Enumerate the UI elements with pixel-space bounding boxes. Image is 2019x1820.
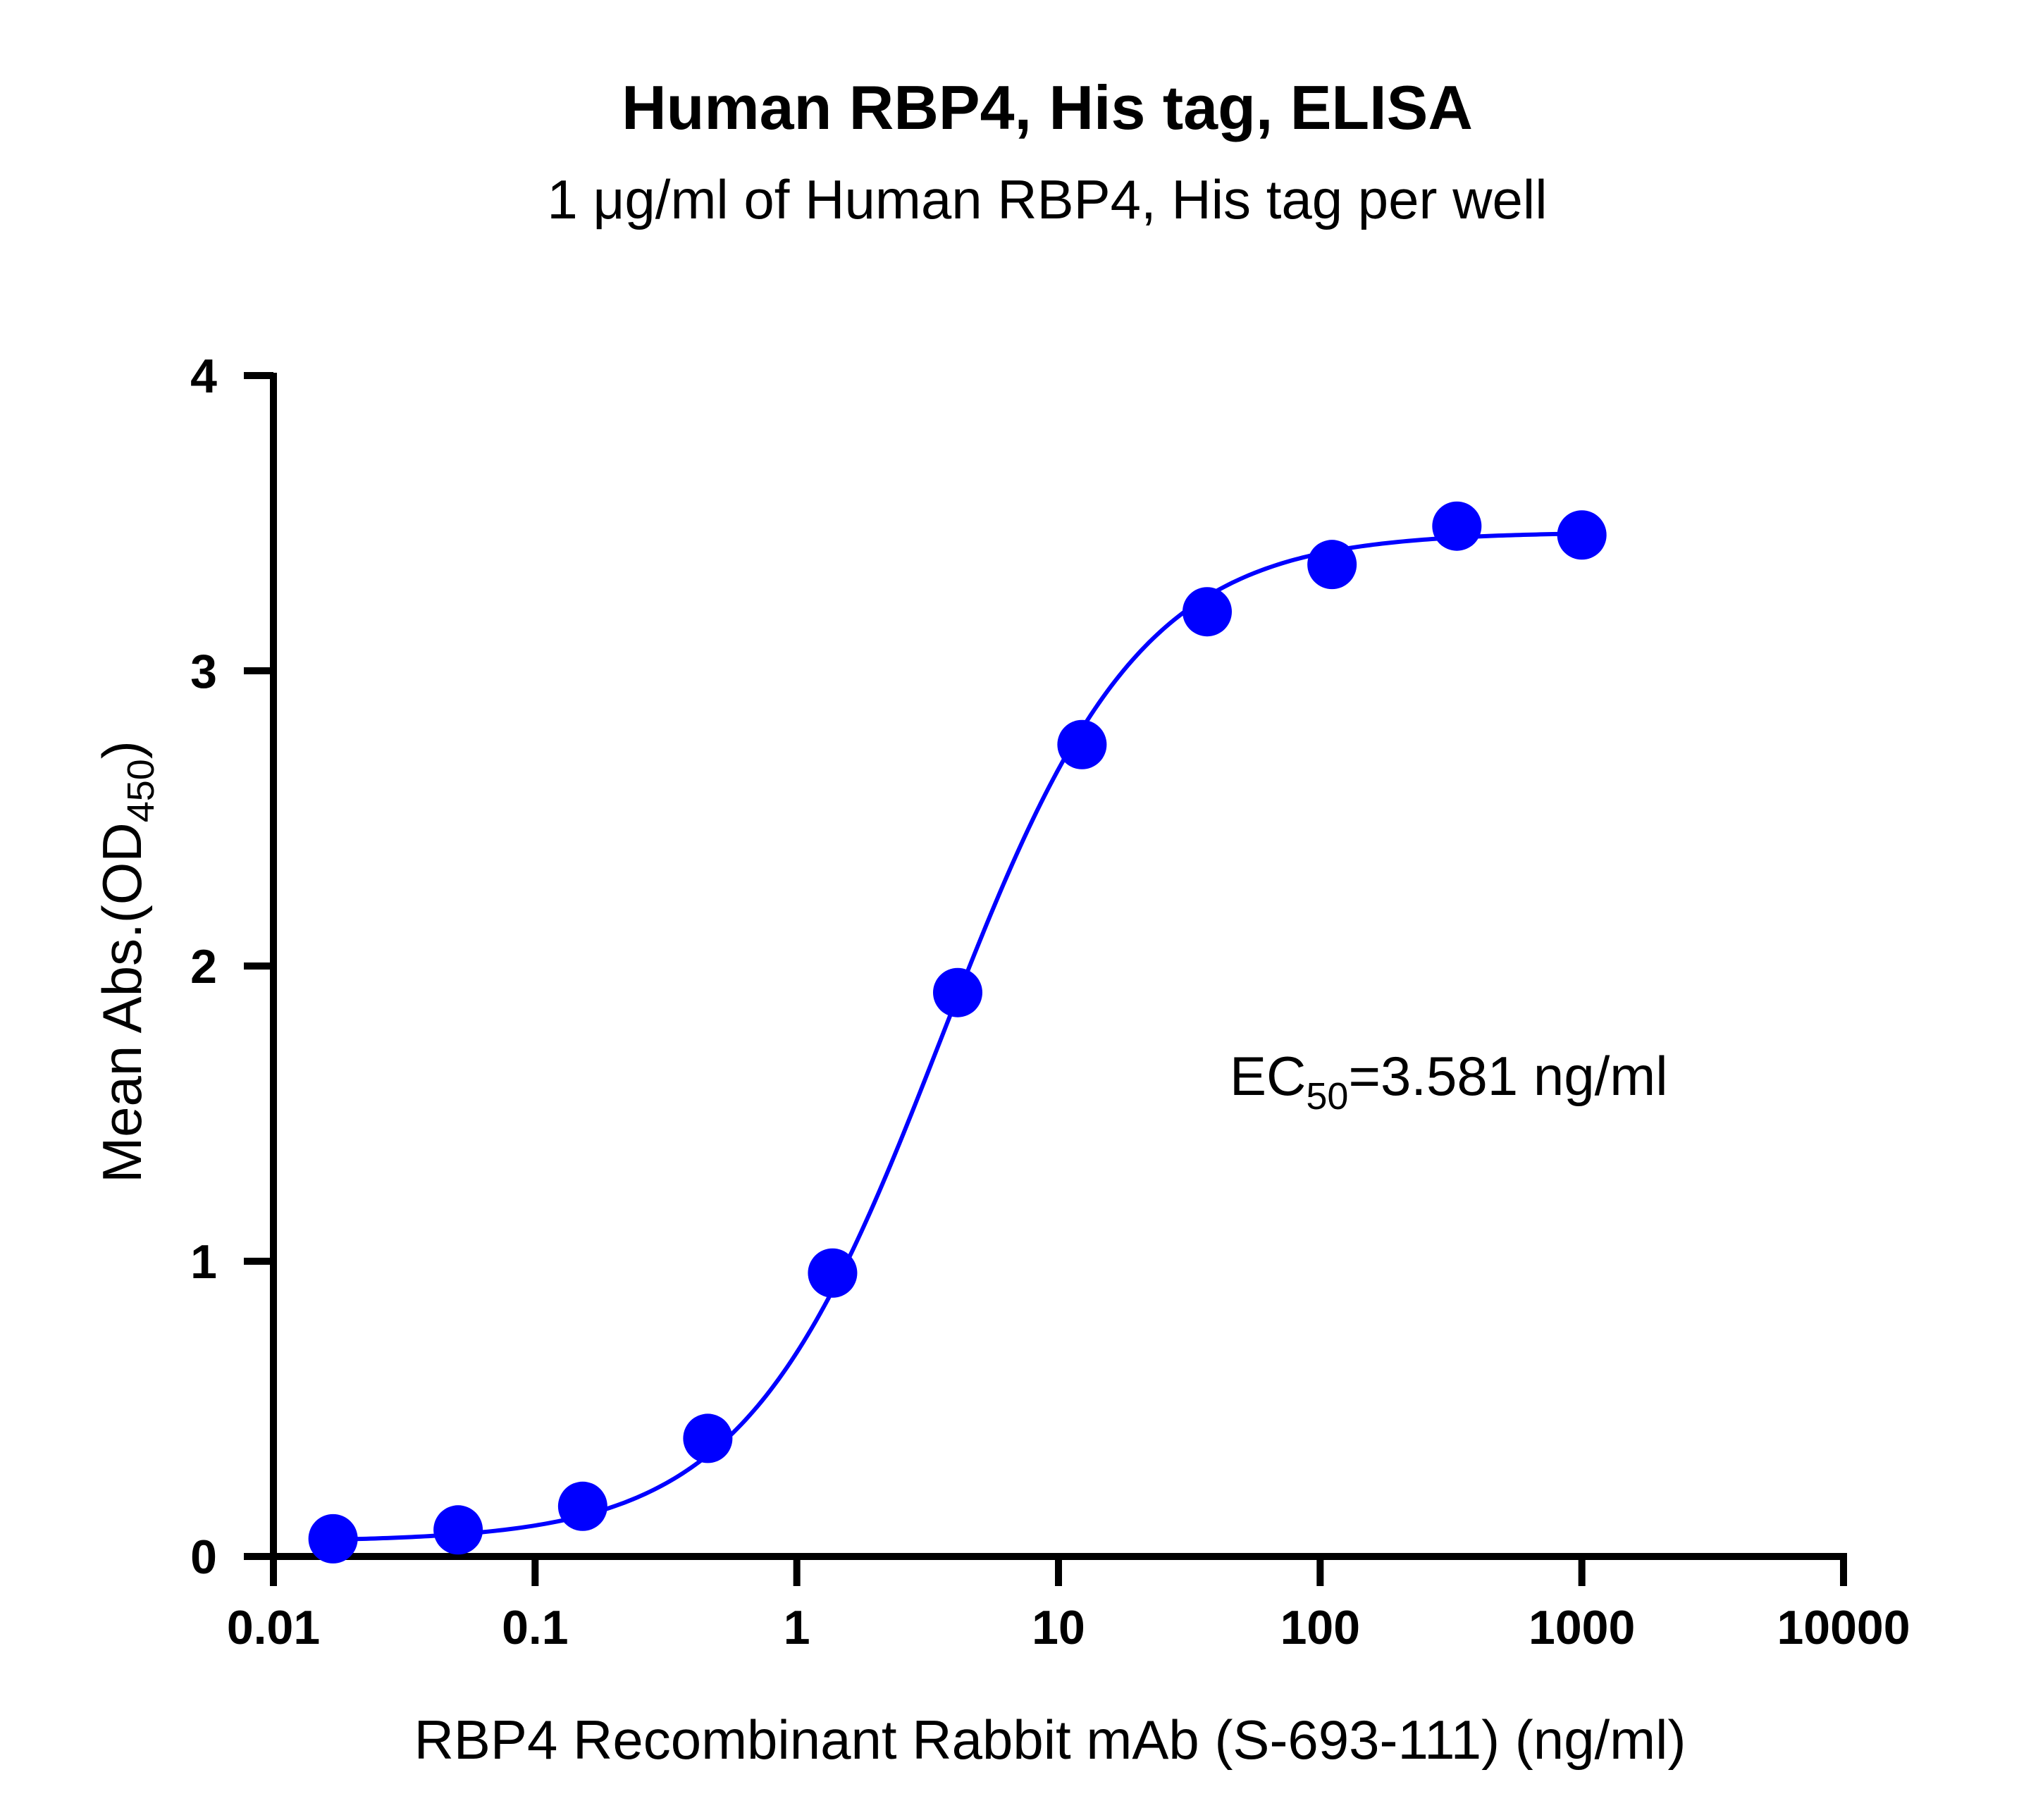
x-axis-title: RBP4 Recombinant Rabbit mAb (S-693-111) … [414, 1709, 1686, 1771]
x-tick-label: 0.1 [502, 1601, 569, 1654]
y-axis-title-main: Mean Abs.(OD [91, 822, 153, 1183]
x-tick-label: 1000 [1529, 1601, 1635, 1654]
data-points [308, 501, 1607, 1564]
chart-subtitle: 1 μg/ml of Human RBP4, His tag per well [547, 168, 1547, 230]
data-point [932, 967, 982, 1017]
data-point [1182, 587, 1232, 637]
data-point [1057, 719, 1107, 769]
fit-curve-line [333, 531, 1582, 1542]
y-tick-label: 3 [190, 645, 217, 698]
ec50-prefix: EC [1230, 1045, 1306, 1107]
y-tick-label: 0 [190, 1530, 217, 1584]
y-tick-label: 4 [190, 349, 217, 403]
ec50-value: =3.581 ng/ml [1348, 1045, 1667, 1107]
fit-curve-layer [333, 531, 1582, 1542]
y-axis-ticks: 0 1 2 3 4 [190, 349, 273, 1584]
data-point [1432, 501, 1482, 551]
chart-title: Human RBP4, His tag, ELISA [622, 73, 1473, 142]
data-point [308, 1513, 358, 1564]
y-axis-title-suffix: ) [91, 741, 153, 759]
data-point [1557, 510, 1607, 560]
data-point [557, 1481, 607, 1531]
y-tick-label: 2 [190, 940, 217, 993]
x-tick-label: 0.01 [227, 1601, 320, 1654]
y-axis-title-group: Mean Abs.(OD450) [91, 741, 162, 1183]
axes [270, 373, 1847, 1560]
data-point [1307, 540, 1357, 590]
y-axis-title: Mean Abs.(OD450) [91, 741, 162, 1183]
x-tick-label: 1 [784, 1601, 810, 1654]
ec50-annotation: EC50=3.581 ng/ml [1230, 1045, 1668, 1118]
y-tick-label: 1 [190, 1235, 217, 1289]
data-point [683, 1413, 733, 1463]
x-axis-ticks: 0.01 0.1 1 10 100 1000 10000 [227, 1556, 1910, 1654]
data-point [433, 1505, 483, 1555]
x-tick-label: 10000 [1777, 1601, 1910, 1654]
ec50-subscript: 50 [1306, 1075, 1348, 1118]
data-point [808, 1248, 858, 1298]
x-tick-label: 100 [1280, 1601, 1360, 1654]
x-tick-label: 10 [1032, 1601, 1085, 1654]
y-axis-title-subscript: 450 [120, 759, 162, 822]
